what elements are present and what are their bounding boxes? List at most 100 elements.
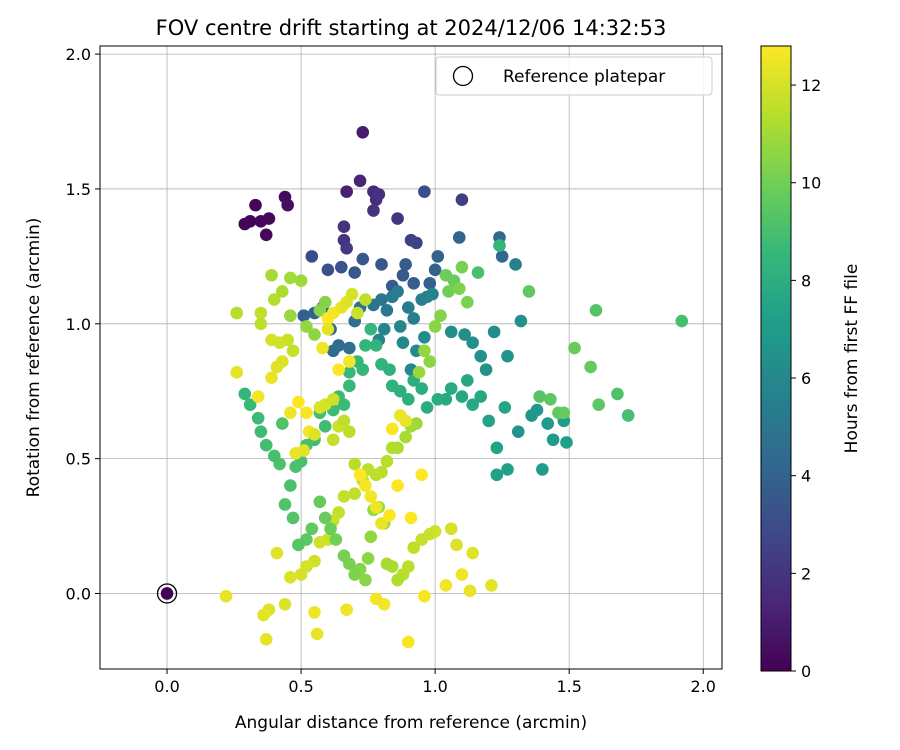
data-point xyxy=(318,511,332,525)
data-point xyxy=(493,239,506,252)
colorbar-ticks: 0 2 4 6 8 10 12 xyxy=(791,76,821,681)
grid-lines xyxy=(100,46,722,669)
data-point xyxy=(423,355,437,368)
data-point xyxy=(340,603,353,616)
data-point xyxy=(407,277,420,290)
x-tick-label: 0.5 xyxy=(288,677,313,696)
plot-frame xyxy=(99,45,723,670)
y-axis-label: Rotation from reference (arcmin) xyxy=(24,218,44,498)
data-point xyxy=(337,490,351,503)
colorbar-label: Hours from first FF file xyxy=(842,264,862,454)
data-point xyxy=(380,557,394,571)
data-point xyxy=(369,500,383,514)
data-point xyxy=(402,301,415,314)
data-point xyxy=(361,552,375,565)
data-point xyxy=(377,322,391,336)
data-point xyxy=(230,366,244,379)
data-point xyxy=(300,406,313,420)
data-point xyxy=(278,498,292,511)
y-tick-label: 1.0 xyxy=(66,315,91,334)
data-point xyxy=(541,417,555,430)
data-point xyxy=(343,341,356,355)
colorbar: 0 2 4 6 8 10 12 Hours from first FF file xyxy=(760,45,862,681)
data-point xyxy=(286,344,300,358)
data-point xyxy=(455,260,469,274)
data-point xyxy=(479,363,493,376)
data-point xyxy=(557,406,571,420)
data-point xyxy=(375,258,388,271)
colorbar-tick-label: 8 xyxy=(801,271,811,290)
data-point xyxy=(286,511,300,525)
data-point xyxy=(324,522,337,536)
data-point xyxy=(284,406,297,420)
data-point xyxy=(267,293,281,306)
reference-point-ring xyxy=(156,583,178,604)
data-point xyxy=(418,344,431,358)
reference-point xyxy=(160,587,174,600)
data-point xyxy=(442,285,455,298)
data-point xyxy=(243,398,257,411)
data-point xyxy=(345,287,359,301)
data-point xyxy=(423,277,437,290)
data-point xyxy=(530,403,544,417)
data-point xyxy=(343,425,356,438)
data-point xyxy=(364,530,378,544)
data-point xyxy=(297,444,311,457)
data-point xyxy=(383,508,396,522)
data-point xyxy=(281,198,294,212)
data-point xyxy=(418,589,431,603)
data-point xyxy=(393,320,407,333)
data-point xyxy=(444,382,458,395)
data-point xyxy=(396,268,410,282)
data-point xyxy=(455,193,469,207)
colorbar-tick-label: 2 xyxy=(801,564,811,583)
data-point xyxy=(466,398,479,411)
x-axis-ticks: 0.0 0.5 1.0 1.5 2.0 xyxy=(154,669,716,696)
data-point xyxy=(434,309,447,322)
scatter-points xyxy=(219,126,689,649)
data-point xyxy=(452,231,466,244)
data-point xyxy=(404,511,418,525)
data-point xyxy=(592,398,605,411)
data-point xyxy=(385,441,399,455)
data-point xyxy=(332,363,345,376)
data-point xyxy=(353,468,367,482)
data-point xyxy=(369,339,383,352)
data-point xyxy=(364,490,378,503)
data-point xyxy=(219,589,233,603)
data-point xyxy=(385,379,399,393)
y-axis-ticks: 0.0 0.5 1.0 1.5 2.0 xyxy=(66,45,100,603)
data-point xyxy=(375,293,388,306)
chart-title: FOV centre drift starting at 2024/12/06 … xyxy=(156,16,667,40)
data-point xyxy=(498,401,512,414)
data-point xyxy=(281,333,294,347)
data-point xyxy=(329,533,343,546)
data-point xyxy=(420,401,434,414)
data-point xyxy=(511,425,525,438)
data-point xyxy=(380,455,394,468)
data-point xyxy=(284,571,297,584)
data-point xyxy=(254,306,268,320)
colorbar-tick-label: 4 xyxy=(801,467,811,486)
data-point xyxy=(428,263,442,277)
data-point xyxy=(439,268,453,282)
data-point xyxy=(332,339,345,352)
data-point xyxy=(428,320,442,333)
data-point xyxy=(495,250,509,263)
data-point xyxy=(431,393,445,406)
data-point xyxy=(259,228,273,242)
data-point xyxy=(284,271,297,285)
data-point xyxy=(326,393,340,406)
data-point xyxy=(482,414,496,428)
data-point xyxy=(533,390,546,403)
legend-box xyxy=(435,56,713,96)
colorbar-gradient xyxy=(760,45,792,672)
data-point xyxy=(343,379,356,393)
data-point xyxy=(463,584,477,598)
data-point xyxy=(343,366,356,379)
data-point xyxy=(364,322,378,336)
data-point xyxy=(305,250,319,263)
data-point xyxy=(318,419,332,433)
data-point xyxy=(412,366,426,379)
data-point xyxy=(337,549,351,563)
